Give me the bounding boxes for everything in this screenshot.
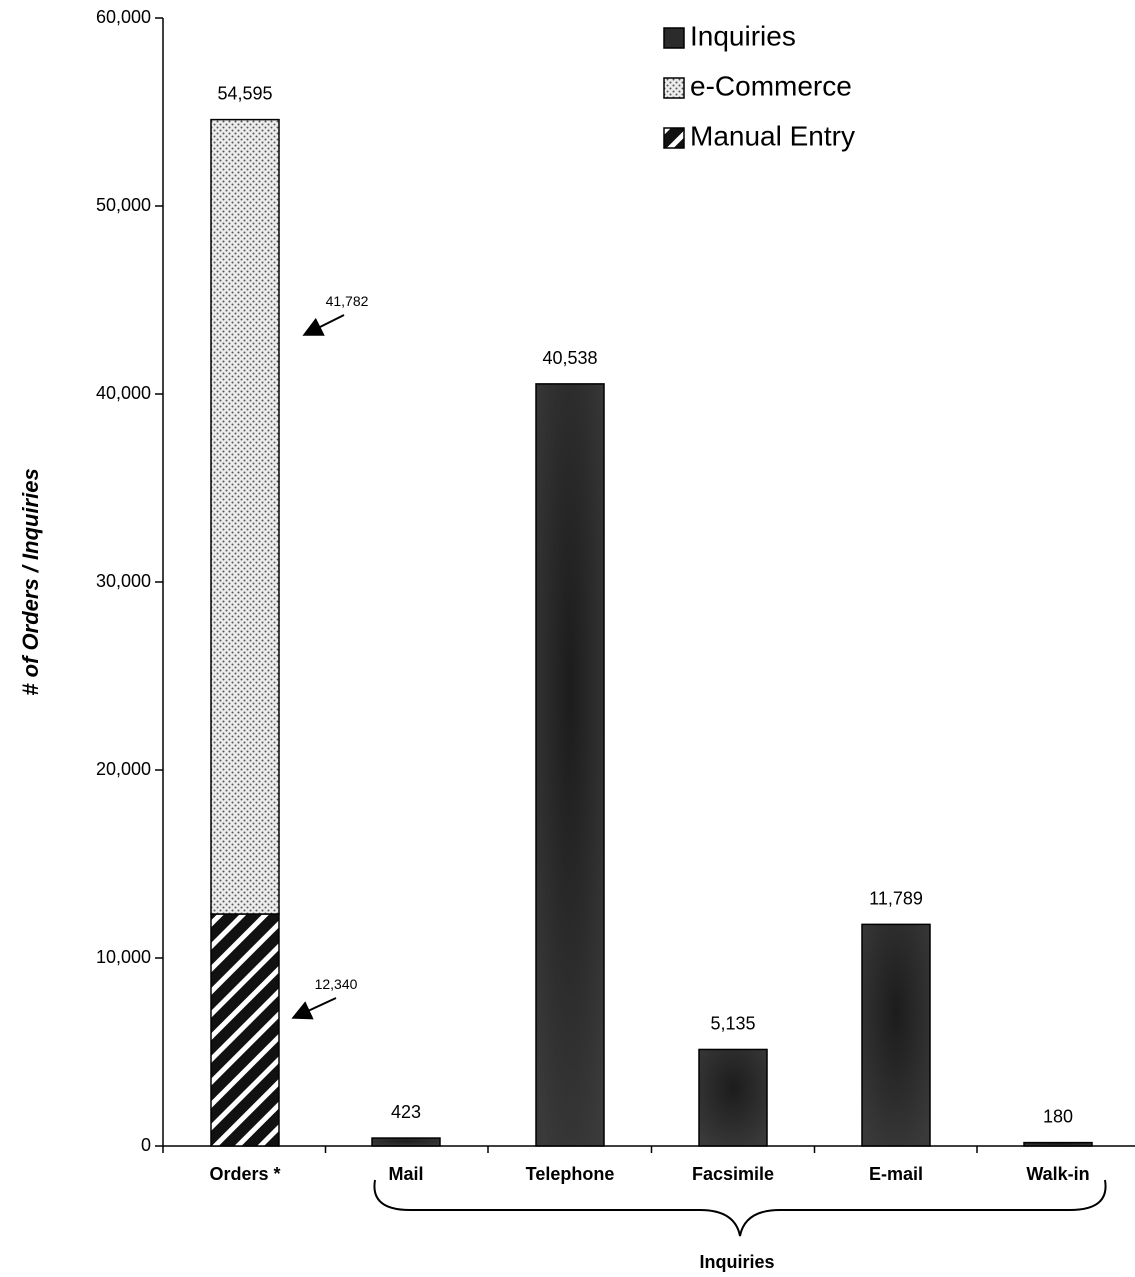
category-labels: Orders * Mail Telephone Facsimile E-mail Walk… (209, 1164, 1089, 1184)
y-tick-label: 0 (141, 1135, 151, 1155)
bar-series (210, 118, 1093, 1147)
legend-swatch-ecommerce (663, 77, 685, 99)
y-tick-label: 30,000 (96, 571, 151, 591)
category-label-facsimile: Facsimile (692, 1164, 774, 1184)
annotation-manual-entry: 12,340 (291, 976, 358, 1020)
legend: Inquiries e-Commerce Manual Entry (663, 20, 855, 151)
data-label-facsimile: 5,135 (710, 1013, 755, 1033)
bar-orders-e-commerce (210, 118, 280, 915)
legend-label-ecommerce: e-Commerce (690, 70, 852, 101)
annotation-ecommerce-arrow (302, 314, 345, 336)
legend-item-inquiries: Inquiries (663, 20, 796, 51)
bar-walk-in-inquiries (1023, 1141, 1093, 1147)
category-label-walk-in: Walk-in (1026, 1164, 1089, 1184)
legend-item-ecommerce: e-Commerce (663, 70, 852, 101)
bar-telephone-inquiries (535, 383, 605, 1147)
y-tick-label: 20,000 (96, 759, 151, 779)
legend-label-inquiries: Inquiries (690, 20, 796, 51)
bar-mail-inquiries (371, 1137, 441, 1147)
data-label-walk-in: 180 (1043, 1107, 1073, 1127)
data-label-mail: 423 (391, 1102, 421, 1122)
bar-facsimile-inquiries (698, 1048, 768, 1147)
legend-swatch-inquiries (663, 27, 685, 49)
data-labels: 54,595 423 40,538 5,135 11,789 180 (217, 84, 1073, 1127)
annotation-ecommerce-label: 41,782 (326, 293, 369, 309)
category-label-telephone: Telephone (526, 1164, 615, 1184)
category-label-mail: Mail (388, 1164, 423, 1184)
x-axis-ticks (162, 1146, 978, 1153)
y-axis-title: # of Orders / Inquiries (18, 468, 43, 695)
legend-label-manual-entry: Manual Entry (690, 120, 855, 151)
annotation-manual-entry-label: 12,340 (315, 976, 358, 992)
data-label-orders: 54,595 (217, 84, 272, 104)
data-label-e-mail: 11,789 (869, 888, 923, 908)
category-label-orders: Orders * (209, 1164, 280, 1184)
y-tick-label: 40,000 (96, 383, 151, 403)
y-axis-ticks: 0 10,000 20,000 30,000 40,000 50,000 60,000 (96, 7, 163, 1155)
y-tick-label: 50,000 (96, 195, 151, 215)
y-tick-label: 10,000 (96, 947, 151, 967)
annotation-ecommerce: 41,782 (302, 293, 369, 336)
category-label-e-mail: E-mail (869, 1164, 923, 1184)
bar-orders-manual-entry (210, 913, 280, 1147)
data-label-telephone: 40,538 (542, 348, 597, 368)
legend-item-manual-entry: Manual Entry (663, 120, 855, 151)
annotation-manual-entry-arrow (291, 997, 337, 1020)
y-tick-label: 60,000 (96, 7, 151, 27)
inquiries-brace (373, 1179, 1107, 1237)
legend-swatch-manual-entry (663, 127, 685, 149)
inquiries-group-label: Inquiries (699, 1252, 774, 1272)
bar-e-mail-inquiries (861, 923, 931, 1147)
